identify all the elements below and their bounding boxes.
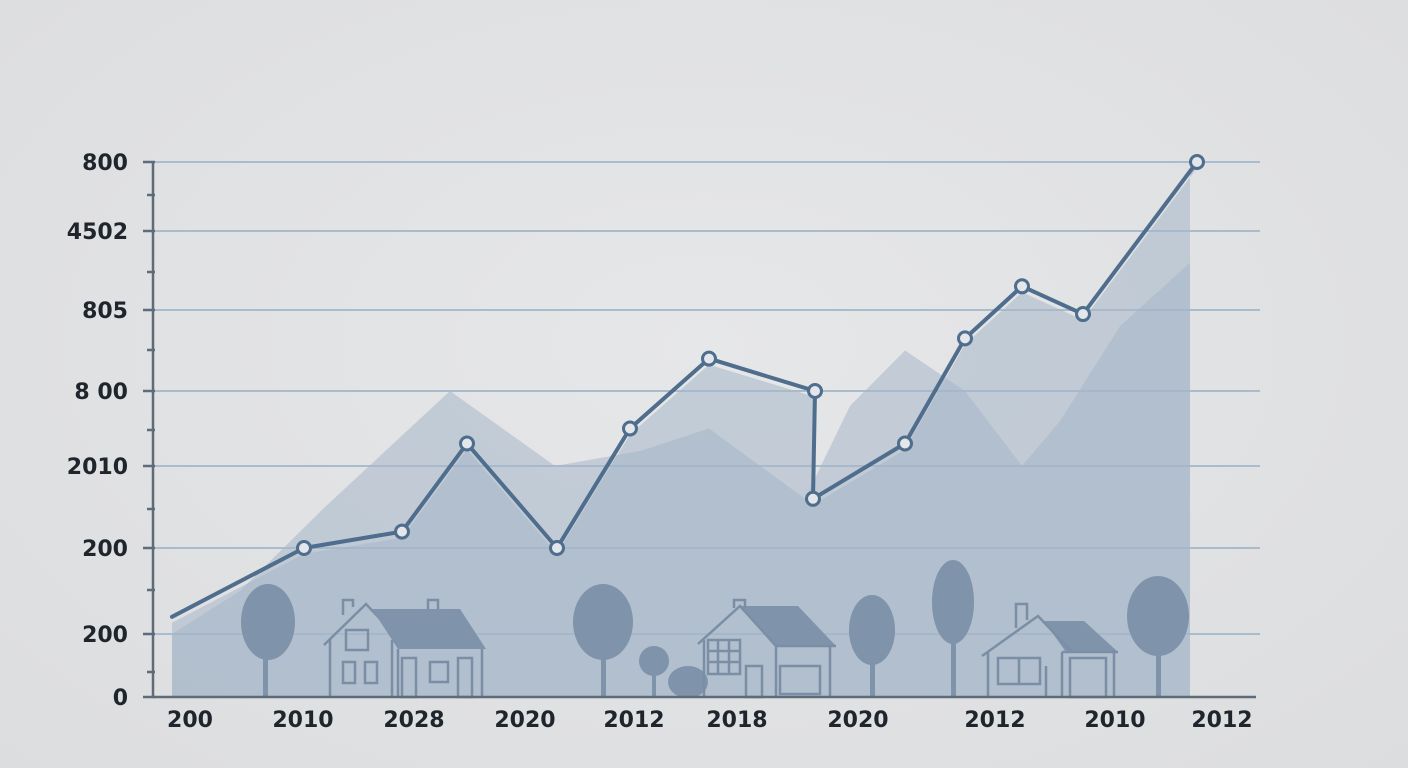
y-tick-label: 2010: [67, 455, 128, 480]
x-tick-label: 2028: [383, 708, 444, 733]
data-point-marker: [1014, 278, 1030, 295]
data-point-marker: [957, 330, 973, 347]
tree-icon: [1127, 576, 1189, 697]
data-point-marker: [701, 350, 717, 367]
houses-and-trees-illustration: [241, 560, 1189, 699]
tree-icon: [932, 560, 974, 697]
data-point-marker: [296, 540, 312, 556]
y-tick-label: 800: [82, 151, 128, 176]
y-tick-label: 8 00: [74, 380, 128, 405]
data-point-marker: [394, 523, 410, 540]
y-tick-label: 200: [82, 623, 128, 648]
data-point-marker: [549, 540, 565, 556]
area-layer: [172, 141, 1197, 698]
series-line-layer: [170, 160, 1199, 619]
markers: [296, 154, 1205, 556]
house-icon: [323, 598, 486, 699]
y-ticks: 0 200 200 2010 8 00 805 4502 800: [67, 151, 155, 711]
x-tick-label: 2020: [827, 708, 888, 733]
y-tick-label: 200: [82, 537, 128, 562]
tree-icon: [639, 646, 708, 698]
tree-icon: [573, 584, 633, 697]
tree-icon: [849, 595, 895, 697]
x-tick-label: 2012: [964, 708, 1025, 733]
area-fill-front: [172, 168, 1197, 697]
series-line: [170, 160, 1199, 619]
x-tick-label: 2020: [494, 708, 555, 733]
x-tick-label: 2018: [706, 708, 767, 733]
data-point-marker: [805, 490, 821, 507]
data-point-marker: [897, 435, 913, 452]
data-point-marker: [459, 435, 475, 452]
data-point-marker: [1189, 154, 1205, 170]
house-icon: [697, 598, 836, 699]
tree-icon: [241, 584, 295, 697]
data-point-marker: [622, 420, 638, 437]
x-tick-label: 2010: [1084, 708, 1145, 733]
x-tick-label: 2010: [272, 708, 333, 733]
data-point-marker: [807, 383, 823, 399]
x-ticks: 200 2010 2028 2020 2012 2018 2020 2012 2010 2012: [167, 708, 1253, 733]
data-point-marker: [1075, 306, 1091, 323]
y-tick-label: 805: [82, 299, 128, 324]
x-tick-label: 2012: [1191, 708, 1252, 733]
x-tick-label: 2012: [603, 708, 664, 733]
y-tick-label: 0: [113, 686, 128, 711]
y-tick-label: 4502: [67, 220, 128, 245]
x-tick-label: 200: [167, 708, 213, 733]
